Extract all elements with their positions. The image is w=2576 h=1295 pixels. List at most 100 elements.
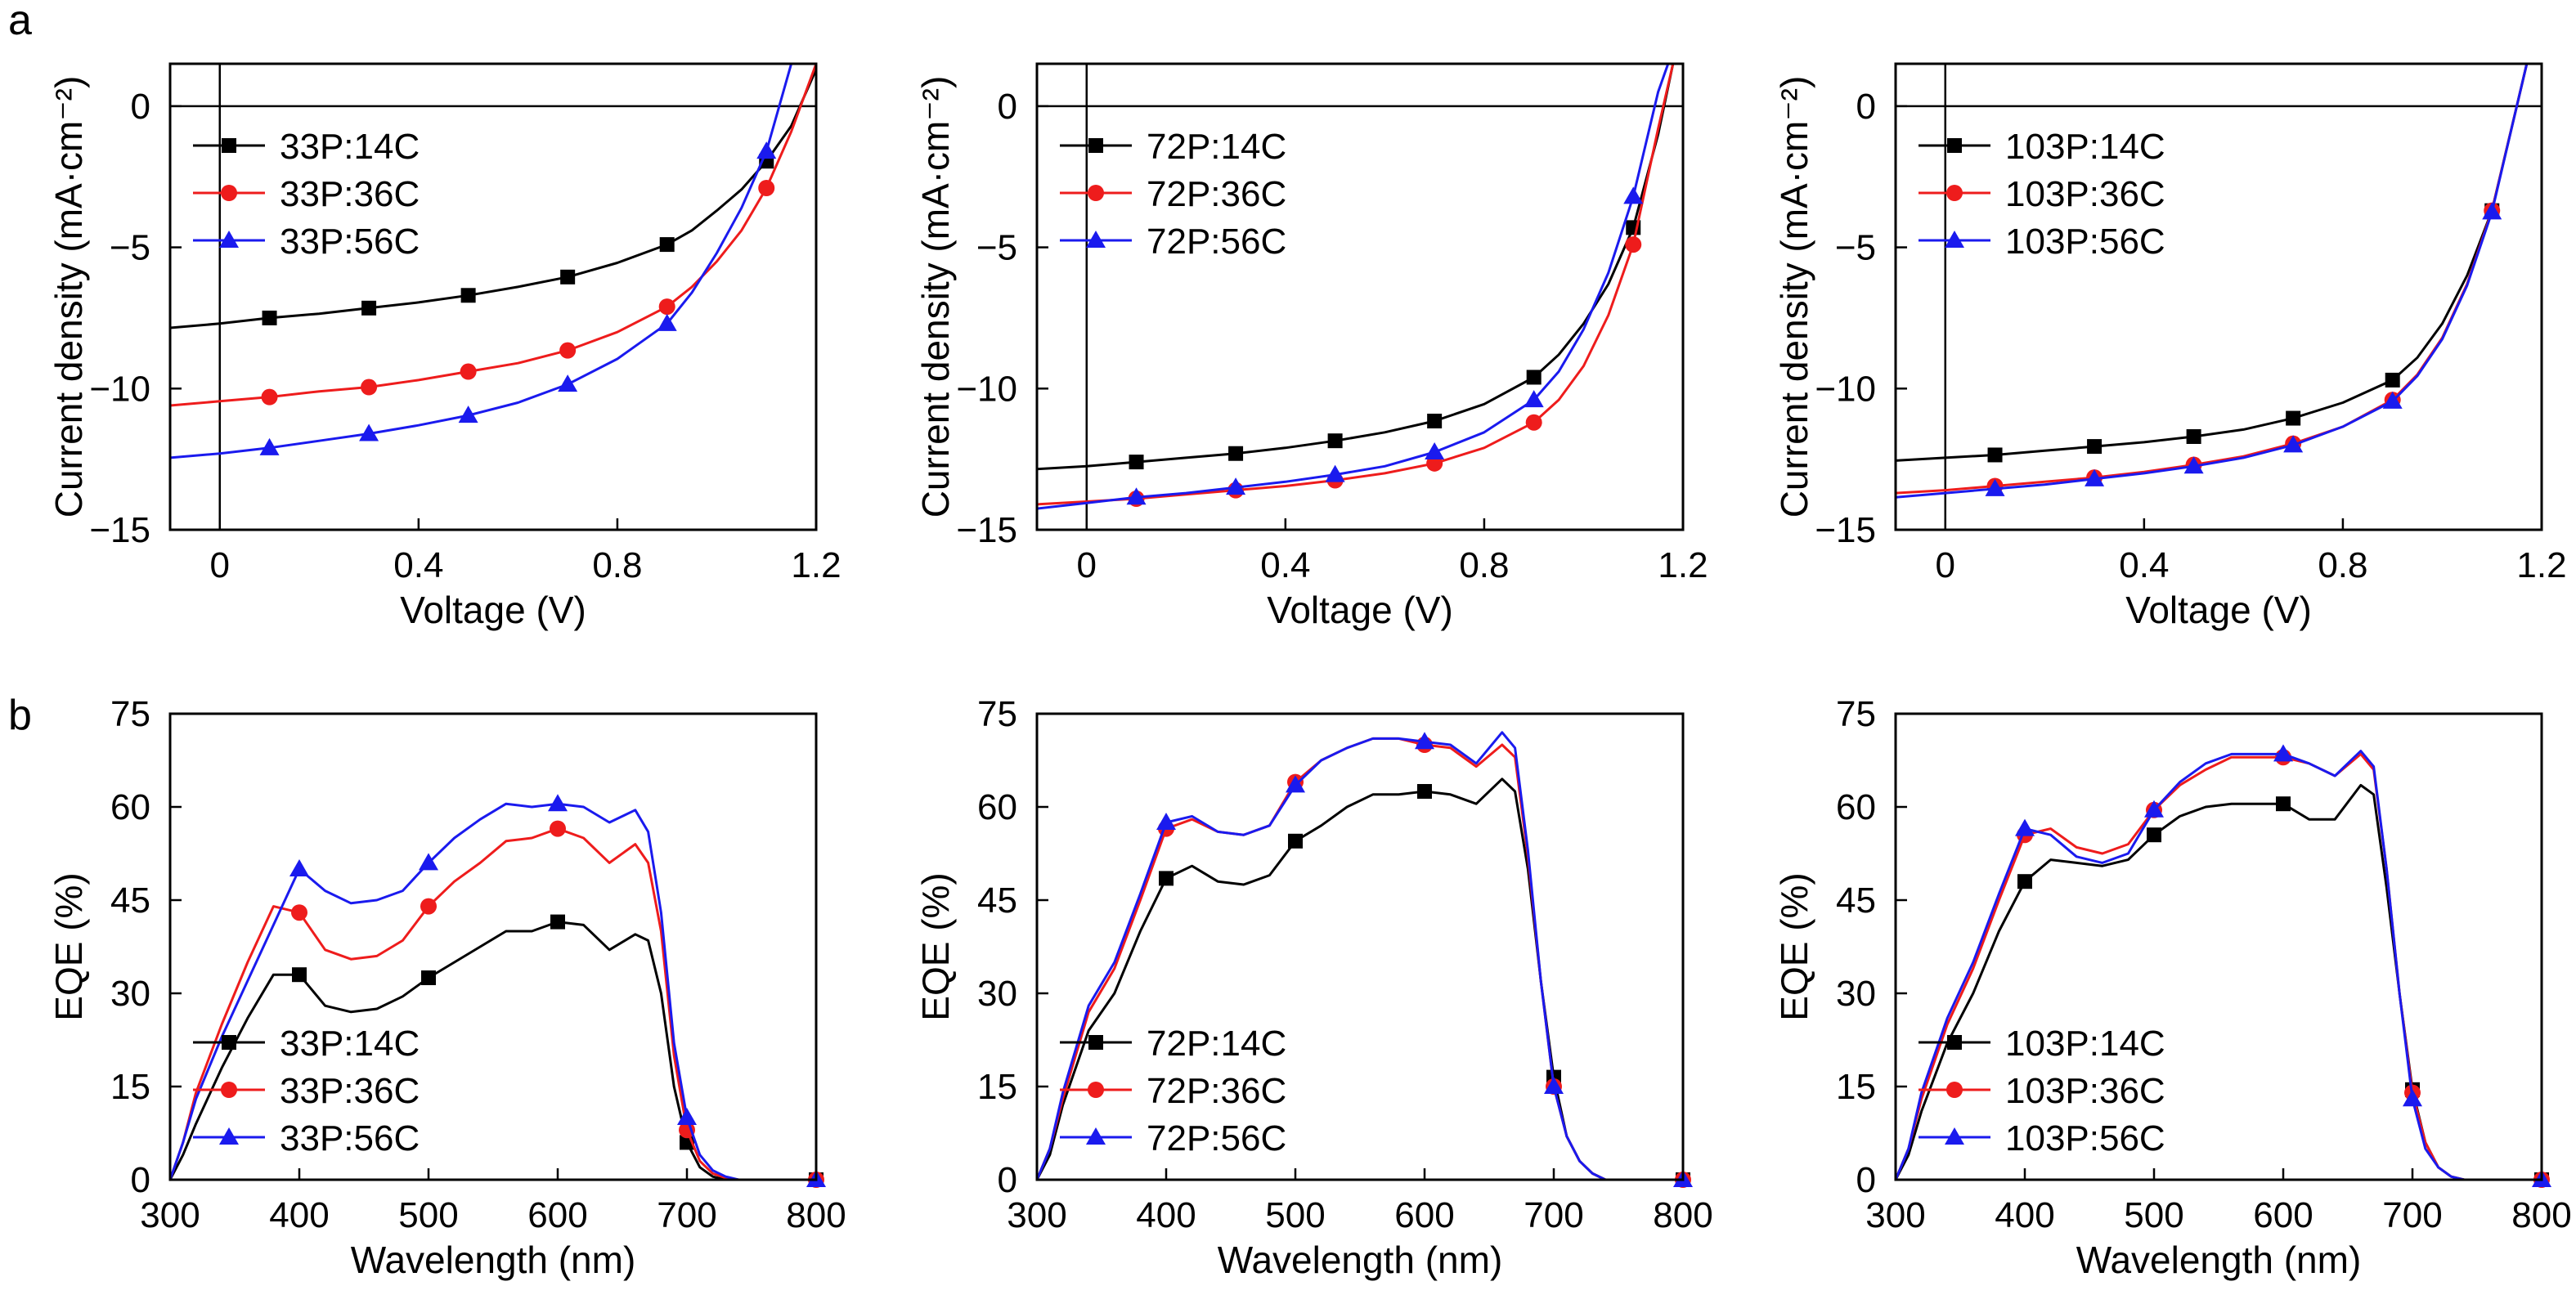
series-line bbox=[1896, 64, 2529, 499]
y-axis-label: EQE (%) bbox=[914, 872, 957, 1020]
data-point bbox=[1524, 390, 1544, 408]
x-tick-label: 400 bbox=[269, 1195, 329, 1235]
y-tick-label: 15 bbox=[1836, 1067, 1876, 1107]
data-point bbox=[1625, 236, 1642, 253]
y-tick-label: 0 bbox=[998, 1160, 1017, 1200]
series-line bbox=[170, 921, 816, 1180]
data-point bbox=[261, 388, 278, 406]
legend-label: 33P:14C bbox=[280, 127, 420, 167]
legend-label: 103P:56C bbox=[2005, 1118, 2165, 1158]
y-tick-label: 60 bbox=[110, 787, 150, 827]
y-tick-label: −15 bbox=[1815, 510, 1876, 550]
legend-marker bbox=[219, 231, 239, 248]
data-point bbox=[262, 310, 277, 325]
data-point bbox=[1159, 871, 1174, 886]
legend-label: 103P:36C bbox=[2005, 174, 2165, 214]
data-point bbox=[2087, 439, 2103, 455]
y-axis-label: Current density (mA·cm⁻²) bbox=[1773, 76, 1815, 518]
x-tick-label: 700 bbox=[657, 1195, 716, 1235]
y-tick-label: −5 bbox=[1835, 228, 1876, 268]
x-tick-label: 600 bbox=[527, 1195, 587, 1235]
series-line bbox=[1037, 777, 1683, 1180]
x-tick-label: 800 bbox=[1653, 1195, 1712, 1235]
series-line bbox=[1896, 64, 2529, 462]
data-point bbox=[1228, 446, 1244, 461]
legend-marker bbox=[1088, 185, 1104, 201]
legend-label: 72P:36C bbox=[1147, 1071, 1286, 1111]
y-axis-label: Current density (mA·cm⁻²) bbox=[914, 76, 957, 518]
x-tick-label: 500 bbox=[1265, 1195, 1325, 1235]
data-point bbox=[2017, 874, 2032, 889]
series-line bbox=[1896, 783, 2542, 1180]
data-point bbox=[291, 904, 307, 921]
x-tick-label: 800 bbox=[2511, 1195, 2571, 1235]
y-tick-label: 0 bbox=[1856, 87, 1876, 127]
legend-label: 72P:56C bbox=[1147, 1118, 1286, 1158]
x-axis-label: Wavelength (nm) bbox=[351, 1239, 636, 1281]
data-point bbox=[659, 237, 675, 253]
x-axis-label: Voltage (V) bbox=[2125, 589, 2312, 631]
legend-marker bbox=[1947, 138, 1962, 153]
x-tick-label: 0 bbox=[210, 545, 230, 585]
y-tick-label: −15 bbox=[89, 510, 150, 550]
data-point bbox=[2186, 429, 2201, 444]
data-point bbox=[259, 437, 280, 455]
y-tick-label: 0 bbox=[131, 1160, 150, 1200]
data-point bbox=[2085, 468, 2105, 486]
y-axis-label: EQE (%) bbox=[1773, 872, 1815, 1020]
data-point bbox=[1129, 455, 1144, 470]
axes-frame bbox=[1894, 712, 2543, 1181]
y-tick-label: −5 bbox=[976, 228, 1017, 268]
data-point bbox=[361, 300, 377, 316]
data-point bbox=[1288, 833, 1303, 849]
y-tick-label: 45 bbox=[1836, 881, 1876, 921]
data-point bbox=[658, 298, 675, 316]
y-axis-label: Current density (mA·cm⁻²) bbox=[47, 76, 90, 518]
y-tick-label: 30 bbox=[1836, 974, 1876, 1014]
legend-marker bbox=[1945, 1127, 1964, 1145]
series-line bbox=[1896, 750, 2542, 1180]
legend-marker bbox=[221, 1082, 237, 1098]
x-tick-label: 800 bbox=[786, 1195, 846, 1235]
data-point bbox=[1985, 478, 2005, 496]
x-axis-label: Wavelength (nm) bbox=[1218, 1239, 1503, 1281]
x-tick-label: 0 bbox=[1077, 545, 1097, 585]
legend-marker bbox=[1088, 1035, 1103, 1050]
data-point bbox=[1526, 370, 1542, 385]
chart-eqe-103P: 300 400 500 600 700 800 0 15 30 45 60 75 Wavelength … bbox=[1773, 694, 2572, 1281]
chart-eqe-33P: 300 400 500 600 700 800 0 15 30 45 60 75 Wavelength … bbox=[47, 694, 846, 1281]
y-tick-label: 30 bbox=[977, 974, 1017, 1014]
y-axis-label: EQE (%) bbox=[47, 872, 90, 1020]
y-tick-label: 60 bbox=[977, 787, 1017, 827]
x-tick-label: 0.4 bbox=[1260, 545, 1310, 585]
data-point bbox=[1623, 186, 1644, 204]
y-tick-label: −10 bbox=[89, 369, 150, 409]
legend-label: 33P:56C bbox=[280, 222, 420, 262]
legend-label: 72P:14C bbox=[1147, 1024, 1286, 1064]
x-tick-label: 300 bbox=[140, 1195, 200, 1235]
x-tick-label: 0.4 bbox=[2119, 545, 2169, 585]
data-point bbox=[458, 406, 478, 423]
chart-eqe-72P: 300 400 500 600 700 800 0 15 30 45 60 75 Wavelength … bbox=[914, 694, 1713, 1281]
legend-marker bbox=[1088, 138, 1103, 153]
data-point bbox=[1415, 732, 1434, 750]
data-point bbox=[560, 269, 576, 285]
data-point bbox=[558, 374, 578, 392]
y-tick-label: 60 bbox=[1836, 787, 1876, 827]
y-tick-label: 75 bbox=[110, 694, 150, 734]
y-tick-label: 15 bbox=[977, 1067, 1017, 1107]
data-point bbox=[2144, 800, 2164, 818]
chart-jv-33P: 0 0.4 0.8 1.2 0 −5 −10 −15 Voltage (V) Current de… bbox=[47, 62, 841, 631]
axes-frame bbox=[168, 712, 818, 1181]
data-point bbox=[550, 820, 566, 837]
legend-label: 72P:56C bbox=[1147, 222, 1286, 262]
data-point bbox=[2015, 818, 2035, 836]
y-tick-label: 0 bbox=[998, 87, 1017, 127]
y-tick-label: 15 bbox=[110, 1067, 150, 1107]
x-tick-label: 600 bbox=[1394, 1195, 1454, 1235]
x-tick-label: 700 bbox=[2382, 1195, 2442, 1235]
data-point bbox=[289, 859, 309, 876]
series-line bbox=[1037, 731, 1683, 1180]
series-line bbox=[1037, 737, 1683, 1180]
series-line bbox=[170, 802, 816, 1180]
